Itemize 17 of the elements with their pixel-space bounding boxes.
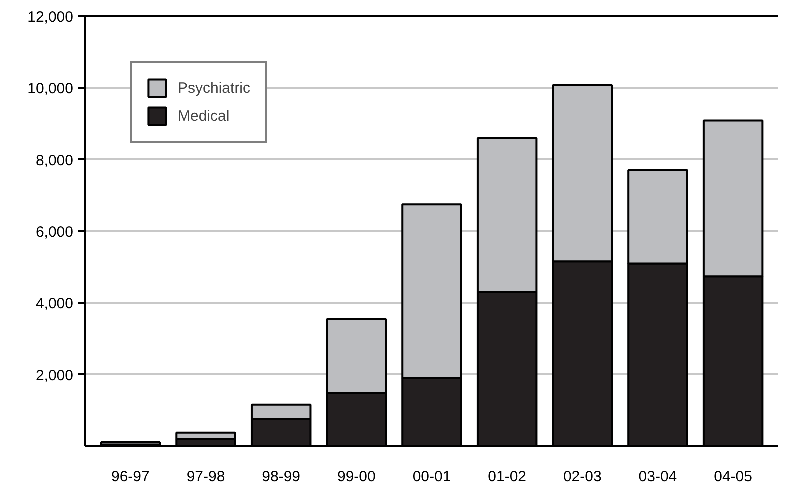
- legend-label: Psychiatric: [178, 80, 251, 96]
- y-tick-label: 10,000: [28, 80, 74, 98]
- x-tick-label: 96-97: [112, 468, 150, 486]
- y-tick-label: 2,000: [36, 367, 74, 384]
- legend-label: Medical: [178, 108, 230, 124]
- y-tick-label: 4,000: [36, 296, 74, 313]
- x-tick-label: 98-99: [262, 468, 301, 486]
- x-tick-label: 04-05: [714, 468, 752, 486]
- x-tick-label: 97-98: [186, 468, 226, 486]
- x-tick-label: 99-00: [337, 468, 376, 486]
- x-tick-label: 02-03: [563, 468, 602, 486]
- y-tick-label: 12,000: [28, 9, 74, 26]
- x-tick-label: 00-01: [412, 468, 452, 486]
- y-tick-label: 8,000: [36, 152, 74, 170]
- y-tick-label: 6,000: [36, 224, 74, 241]
- x-tick-label: 01-02: [488, 468, 527, 486]
- x-tick-label: 03-04: [638, 468, 678, 486]
